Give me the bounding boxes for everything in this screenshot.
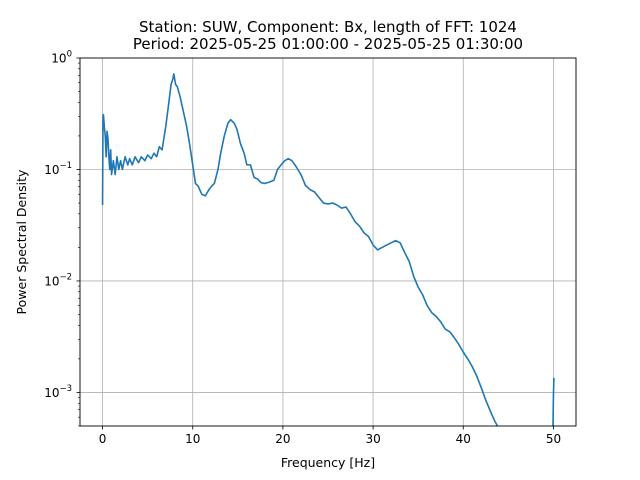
chart-title-line2: Period: 2025-05-25 01:00:00 - 2025-05-25… — [133, 35, 523, 53]
psd-series-line-2 — [552, 377, 555, 426]
x-tick-label: 20 — [275, 432, 290, 446]
axis-ticks: 0 10 20 30 40 50 10−3 10−2 10−1 100 — [44, 50, 561, 447]
y-tick-label: 10−2 — [44, 272, 72, 288]
x-tick-label: 0 — [99, 432, 107, 446]
series-layer — [101, 73, 555, 426]
grid-lines — [80, 58, 576, 426]
x-tick-label: 30 — [365, 432, 380, 446]
plot-frame — [79, 57, 577, 427]
y-tick-label: 10−1 — [44, 161, 72, 177]
y-axis-label: Power Spectral Density — [14, 169, 29, 314]
x-tick-label: 40 — [456, 432, 471, 446]
x-axis-label: Frequency [Hz] — [281, 455, 375, 470]
y-tick-label: 10−3 — [44, 384, 72, 400]
x-tick-label: 50 — [546, 432, 561, 446]
psd-series-line-1 — [101, 73, 499, 426]
x-tick-label: 10 — [185, 432, 200, 446]
y-tick-label: 100 — [51, 50, 72, 66]
chart-title-line1: Station: SUW, Component: Bx, length of F… — [139, 18, 517, 36]
